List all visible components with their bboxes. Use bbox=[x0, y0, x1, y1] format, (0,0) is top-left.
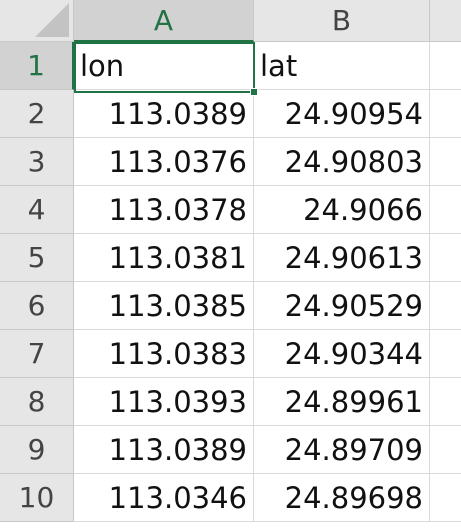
row-header[interactable]: 1 bbox=[0, 42, 74, 90]
row-header[interactable]: 3 bbox=[0, 138, 74, 186]
cell-a5[interactable]: 113.0381 bbox=[74, 234, 254, 282]
cell-a2[interactable]: 113.0389 bbox=[74, 90, 254, 138]
cell-b1[interactable]: lat bbox=[254, 42, 430, 90]
row-header[interactable]: 9 bbox=[0, 426, 74, 474]
cell-a4[interactable]: 113.0378 bbox=[74, 186, 254, 234]
row-header[interactable]: 7 bbox=[0, 330, 74, 378]
cell-b9[interactable]: 24.89709 bbox=[254, 426, 430, 474]
cell-a10[interactable]: 113.0346 bbox=[74, 474, 254, 522]
row-header[interactable]: 5 bbox=[0, 234, 74, 282]
row-header[interactable]: 8 bbox=[0, 378, 74, 426]
select-all-button[interactable] bbox=[0, 0, 74, 42]
cell-c6[interactable] bbox=[430, 282, 461, 330]
column-header-b[interactable]: B bbox=[254, 0, 430, 42]
cell-a8[interactable]: 113.0393 bbox=[74, 378, 254, 426]
cell-c2[interactable] bbox=[430, 90, 461, 138]
column-header-c[interactable] bbox=[430, 0, 461, 42]
cell-b4[interactable]: 24.9066 bbox=[254, 186, 430, 234]
cell-b5[interactable]: 24.90613 bbox=[254, 234, 430, 282]
cell-a3[interactable]: 113.0376 bbox=[74, 138, 254, 186]
cell-c8[interactable] bbox=[430, 378, 461, 426]
cell-a7[interactable]: 113.0383 bbox=[74, 330, 254, 378]
row-header[interactable]: 10 bbox=[0, 474, 74, 522]
cell-b2[interactable]: 24.90954 bbox=[254, 90, 430, 138]
cell-c7[interactable] bbox=[430, 330, 461, 378]
cell-c1[interactable] bbox=[430, 42, 461, 90]
row-header[interactable]: 6 bbox=[0, 282, 74, 330]
cell-b8[interactable]: 24.89961 bbox=[254, 378, 430, 426]
cell-a1[interactable]: lon bbox=[74, 42, 254, 90]
fill-handle[interactable] bbox=[250, 88, 258, 96]
column-header-a[interactable]: A bbox=[74, 0, 254, 42]
select-all-triangle-icon bbox=[35, 3, 69, 37]
cell-a9[interactable]: 113.0389 bbox=[74, 426, 254, 474]
cell-b3[interactable]: 24.90803 bbox=[254, 138, 430, 186]
cell-b7[interactable]: 24.90344 bbox=[254, 330, 430, 378]
cell-c4[interactable] bbox=[430, 186, 461, 234]
cell-c3[interactable] bbox=[430, 138, 461, 186]
cell-b6[interactable]: 24.90529 bbox=[254, 282, 430, 330]
cell-c9[interactable] bbox=[430, 426, 461, 474]
cell-c10[interactable] bbox=[430, 474, 461, 522]
cell-c5[interactable] bbox=[430, 234, 461, 282]
cell-b10[interactable]: 24.89698 bbox=[254, 474, 430, 522]
row-header[interactable]: 2 bbox=[0, 90, 74, 138]
cell-a6[interactable]: 113.0385 bbox=[74, 282, 254, 330]
row-header[interactable]: 4 bbox=[0, 186, 74, 234]
